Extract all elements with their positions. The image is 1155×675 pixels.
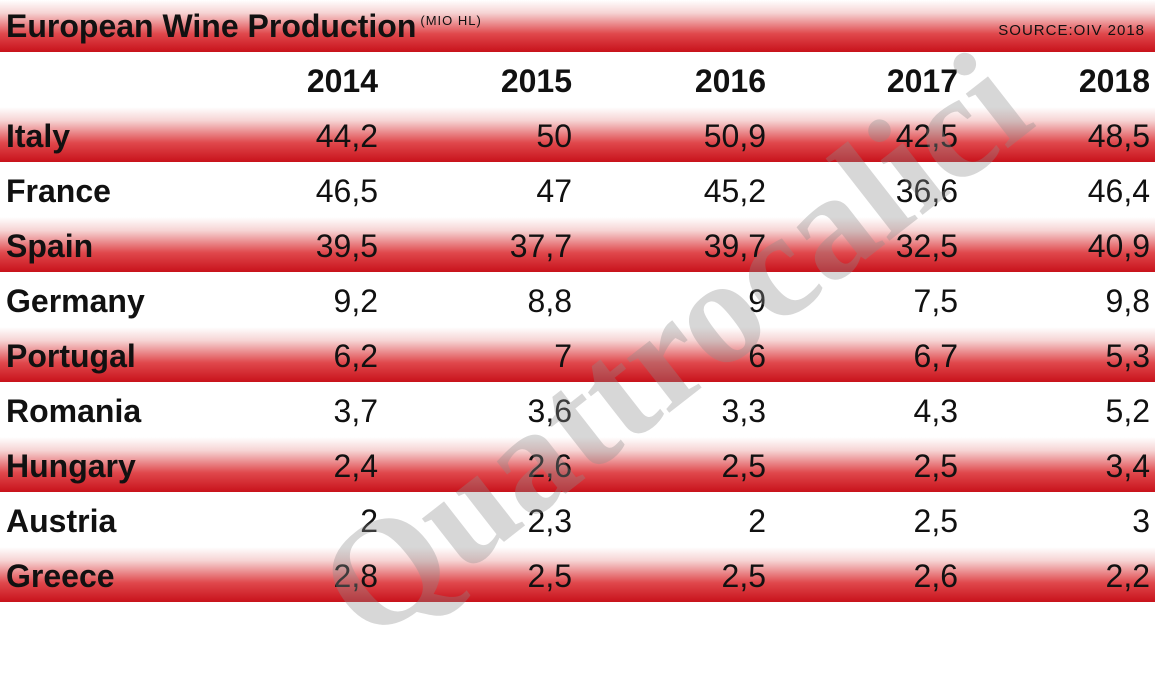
value-cell: 7,5 bbox=[913, 283, 958, 319]
value-cell: 5,2 bbox=[1105, 393, 1150, 429]
table-row: Germany 9,2 8,8 9 7,5 9,8 bbox=[0, 272, 1155, 327]
value-cell: 9,2 bbox=[333, 283, 378, 319]
value-cell: 2,5 bbox=[721, 558, 766, 594]
row-label: Spain bbox=[6, 228, 94, 264]
row-label: France bbox=[6, 173, 111, 209]
table-row: Austria 2 2,3 2 2,5 3 bbox=[0, 492, 1155, 547]
value-cell: 36,6 bbox=[895, 173, 958, 209]
column-header: 2018 bbox=[1078, 63, 1150, 99]
table-row: Portugal 6,2 7 6 6,7 5,3 bbox=[0, 327, 1155, 382]
unit: (MIO HL) bbox=[420, 13, 482, 28]
value-cell: 47 bbox=[536, 173, 572, 209]
value-cell: 9 bbox=[748, 283, 766, 319]
value-cell: 5,3 bbox=[1105, 338, 1150, 374]
row-label: Romania bbox=[6, 393, 142, 429]
value-cell: 2,6 bbox=[913, 558, 958, 594]
value-cell: 40,9 bbox=[1087, 228, 1150, 264]
header-row: 2014 2015 2016 2017 2018 bbox=[0, 52, 1155, 107]
row-label: Greece bbox=[6, 558, 115, 594]
value-cell: 8,8 bbox=[527, 283, 572, 319]
value-cell: 48,5 bbox=[1087, 118, 1150, 154]
value-cell: 50 bbox=[536, 118, 572, 154]
row-label: Austria bbox=[6, 503, 117, 539]
value-cell: 3,4 bbox=[1105, 448, 1150, 484]
value-cell: 4,3 bbox=[913, 393, 958, 429]
value-cell: 3,6 bbox=[527, 393, 572, 429]
value-cell: 50,9 bbox=[703, 118, 766, 154]
column-header: 2016 bbox=[694, 63, 766, 99]
value-cell: 3 bbox=[1132, 503, 1150, 539]
value-cell: 42,5 bbox=[895, 118, 958, 154]
value-cell: 2,5 bbox=[721, 448, 766, 484]
table-row: France 46,5 47 45,2 36,6 46,4 bbox=[0, 162, 1155, 217]
value-cell: 2,4 bbox=[333, 448, 378, 484]
value-cell: 7 bbox=[554, 338, 572, 374]
value-cell: 6,7 bbox=[913, 338, 958, 374]
column-header: 2014 bbox=[306, 63, 378, 99]
value-cell: 2 bbox=[360, 503, 378, 539]
value-cell: 45,2 bbox=[703, 173, 766, 209]
value-cell: 32,5 bbox=[895, 228, 958, 264]
row-label: Hungary bbox=[6, 448, 136, 484]
value-cell: 39,7 bbox=[703, 228, 766, 264]
title: European Wine Production (MIO HL) bbox=[6, 8, 482, 45]
value-cell: 2,6 bbox=[527, 448, 572, 484]
column-header: 2015 bbox=[500, 63, 572, 99]
row-label: Portugal bbox=[6, 338, 136, 374]
table-row: Spain 39,5 37,7 39,7 32,5 40,9 bbox=[0, 217, 1155, 272]
row-label: Italy bbox=[6, 118, 71, 154]
table-row: Italy 44,2 50 50,9 42,5 48,5 bbox=[0, 107, 1155, 162]
value-cell: 2,2 bbox=[1105, 558, 1150, 594]
value-cell: 2,8 bbox=[333, 558, 378, 594]
table-row: Hungary 2,4 2,6 2,5 2,5 3,4 bbox=[0, 437, 1155, 492]
value-cell: 2,5 bbox=[913, 503, 958, 539]
value-cell: 3,7 bbox=[333, 393, 378, 429]
value-cell: 9,8 bbox=[1105, 283, 1150, 319]
title-bar: European Wine Production (MIO HL) SOURCE:… bbox=[0, 0, 1155, 52]
table-row: Romania 3,7 3,6 3,3 4,3 5,2 bbox=[0, 382, 1155, 437]
value-cell: 46,4 bbox=[1087, 173, 1150, 209]
value-cell: 3,3 bbox=[721, 393, 766, 429]
value-cell: 39,5 bbox=[315, 228, 378, 264]
column-header: 2017 bbox=[886, 63, 958, 99]
value-cell: 2,5 bbox=[913, 448, 958, 484]
value-cell: 2,5 bbox=[527, 558, 572, 594]
value-cell: 44,2 bbox=[315, 118, 378, 154]
title-text: European Wine Production bbox=[6, 8, 417, 44]
source: SOURCE:OIV 2018 bbox=[998, 22, 1145, 39]
row-label: Germany bbox=[6, 283, 145, 319]
value-cell: 2 bbox=[748, 503, 766, 539]
value-cell: 46,5 bbox=[315, 173, 378, 209]
value-cell: 6 bbox=[748, 338, 766, 374]
value-cell: 37,7 bbox=[509, 228, 572, 264]
table-row: Greece 2,8 2,5 2,5 2,6 2,2 bbox=[0, 547, 1155, 602]
value-cell: 6,2 bbox=[333, 338, 378, 374]
value-cell: 2,3 bbox=[527, 503, 572, 539]
